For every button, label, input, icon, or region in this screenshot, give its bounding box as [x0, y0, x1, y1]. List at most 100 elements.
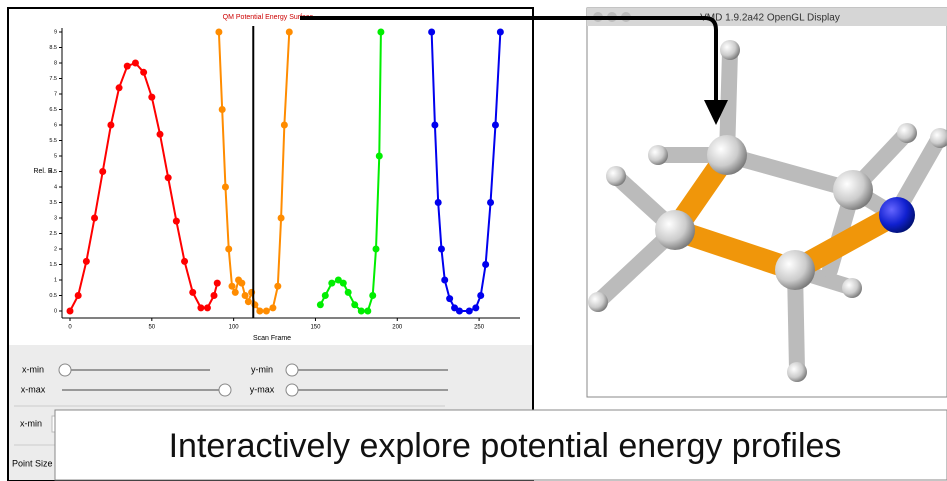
point	[373, 246, 380, 253]
window-title: VMD 1.9.2a42 OpenGL Display	[700, 13, 840, 24]
point	[328, 280, 335, 287]
point	[376, 153, 383, 160]
point	[238, 280, 245, 287]
slider-knob[interactable]	[286, 364, 298, 376]
point	[256, 308, 263, 315]
point	[214, 280, 221, 287]
point	[340, 280, 347, 287]
point	[322, 292, 329, 299]
point	[369, 292, 376, 299]
y-tick-label: 1.5	[49, 262, 57, 268]
point	[456, 308, 463, 315]
slider-knob[interactable]	[59, 364, 71, 376]
caption: Interactively explore potential energy p…	[169, 427, 842, 465]
point	[140, 69, 147, 76]
y-tick-label: 3.5	[49, 200, 57, 206]
point	[173, 218, 180, 225]
point	[157, 131, 164, 138]
point	[438, 246, 445, 253]
x-tick-label: 100	[229, 325, 240, 331]
point	[219, 106, 226, 113]
y-tick-label: 7.5	[49, 76, 57, 82]
point	[107, 122, 114, 129]
x-axis-label: Scan Frame	[253, 335, 291, 342]
point	[197, 304, 204, 311]
field-label: Point Size	[12, 458, 53, 468]
x-tick-label: 50	[148, 325, 155, 331]
slider-label: y-max	[250, 384, 275, 394]
point	[132, 60, 139, 67]
y-tick-label: 4.5	[49, 169, 57, 175]
slider-knob[interactable]	[286, 384, 298, 396]
point	[317, 301, 324, 308]
y-tick-label: 9	[54, 29, 57, 35]
y-tick-label: 2.5	[49, 231, 57, 237]
y-tick-label: 0.5	[49, 293, 57, 299]
point	[215, 29, 222, 36]
point	[497, 29, 504, 36]
slider-label: x-min	[22, 364, 44, 374]
point	[477, 292, 484, 299]
point	[232, 289, 239, 296]
point	[91, 215, 98, 222]
point	[263, 308, 270, 315]
point	[441, 277, 448, 284]
point	[269, 304, 276, 311]
point	[165, 174, 172, 181]
point	[148, 94, 155, 101]
point	[358, 308, 365, 315]
y-tick-label: 8	[54, 60, 57, 66]
point	[364, 308, 371, 315]
point	[466, 308, 473, 315]
point	[428, 29, 435, 36]
y-tick-label: 7	[54, 91, 57, 97]
y-tick-label: 0	[54, 308, 57, 314]
point	[99, 168, 106, 175]
point	[83, 258, 90, 265]
point	[377, 29, 384, 36]
y-tick-label: 4	[54, 184, 57, 190]
point	[211, 292, 218, 299]
point	[351, 301, 358, 308]
y-tick-label: 5.5	[49, 138, 57, 144]
y-tick-label: 6	[54, 122, 57, 128]
point	[181, 258, 188, 265]
chart-title: QM Potential Energy Surface	[223, 14, 314, 21]
point	[446, 295, 453, 302]
y-tick-label: 6.5	[49, 107, 57, 113]
point	[487, 199, 494, 206]
point	[435, 199, 442, 206]
point	[75, 292, 82, 299]
point	[204, 304, 211, 311]
slider-label: y-min	[251, 364, 273, 374]
point	[278, 215, 285, 222]
point	[274, 283, 281, 290]
point	[286, 29, 293, 36]
point	[482, 261, 489, 268]
point	[225, 246, 232, 253]
point	[345, 289, 352, 296]
slider-knob[interactable]	[219, 384, 231, 396]
point	[242, 292, 249, 299]
y-tick-label: 8.5	[49, 45, 57, 51]
point	[222, 184, 229, 191]
x-tick-label: 250	[474, 325, 485, 331]
x-tick-label: 150	[310, 325, 321, 331]
field-label: x-min	[20, 418, 42, 428]
point	[281, 122, 288, 129]
point	[472, 304, 479, 311]
x-tick-label: 200	[392, 325, 403, 331]
point	[67, 308, 74, 315]
point	[229, 283, 236, 290]
point	[492, 122, 499, 129]
point	[245, 298, 252, 305]
point	[116, 84, 123, 91]
y-tick-label: 3	[54, 215, 57, 221]
y-tick-label: 5	[54, 153, 57, 159]
point	[431, 122, 438, 129]
screenshot: QM Potential Energy Surface Rel. E. Scan…	[0, 0, 947, 481]
point	[124, 63, 131, 70]
y-tick-label: 2	[54, 246, 57, 252]
y-tick-label: 1	[54, 277, 57, 283]
slider-label: x-max	[21, 384, 46, 394]
